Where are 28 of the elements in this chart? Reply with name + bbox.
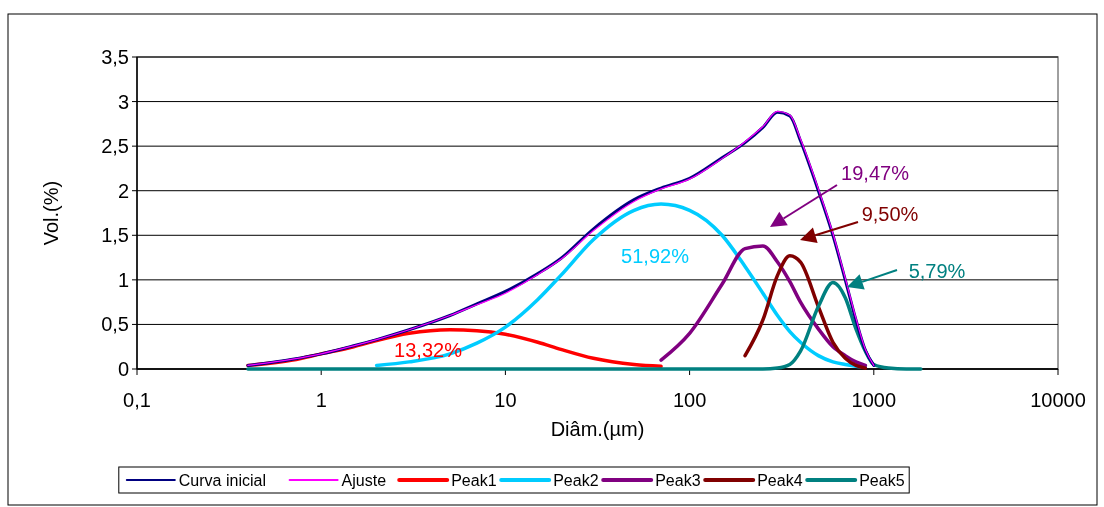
legend-label: Peak5 [859, 471, 905, 489]
annotation: 19,47% [841, 162, 910, 184]
x-axis-title: Diâm.(µm) [550, 418, 645, 440]
legend-label: Peak4 [757, 471, 803, 489]
y-tick-label: 1 [117, 268, 129, 291]
annotation: 5,79% [908, 260, 966, 282]
x-tick-label: 10000 [1030, 389, 1086, 411]
y-tick-label: 2,5 [101, 135, 129, 158]
legend-label: Curva inicial [178, 471, 266, 489]
x-tick-label: 1000 [851, 389, 897, 411]
annotation: 9,50% [861, 203, 919, 225]
legend-label: Peak3 [655, 471, 701, 489]
y-tick-label: 0 [117, 358, 129, 380]
legend-label: Ajuste [341, 471, 387, 489]
y-tick-label: 2 [117, 179, 129, 202]
legend-label: Peak1 [451, 471, 497, 489]
annotation: 13,32% [394, 339, 463, 361]
annotation: 51,92% [621, 245, 690, 267]
x-tick-label: 1 [315, 389, 327, 411]
y-tick-label: 3 [117, 90, 129, 113]
legend-label: Peak2 [553, 471, 599, 489]
y-axis-title: Vol.(%) [40, 180, 62, 246]
x-tick-label: 100 [672, 389, 707, 411]
y-tick-label: 1,5 [101, 224, 129, 247]
y-tick-label: 0,5 [101, 313, 129, 336]
x-tick-label: 10 [494, 389, 517, 411]
x-tick-label: 0,1 [123, 389, 151, 411]
y-tick-label: 3,5 [101, 46, 129, 68]
